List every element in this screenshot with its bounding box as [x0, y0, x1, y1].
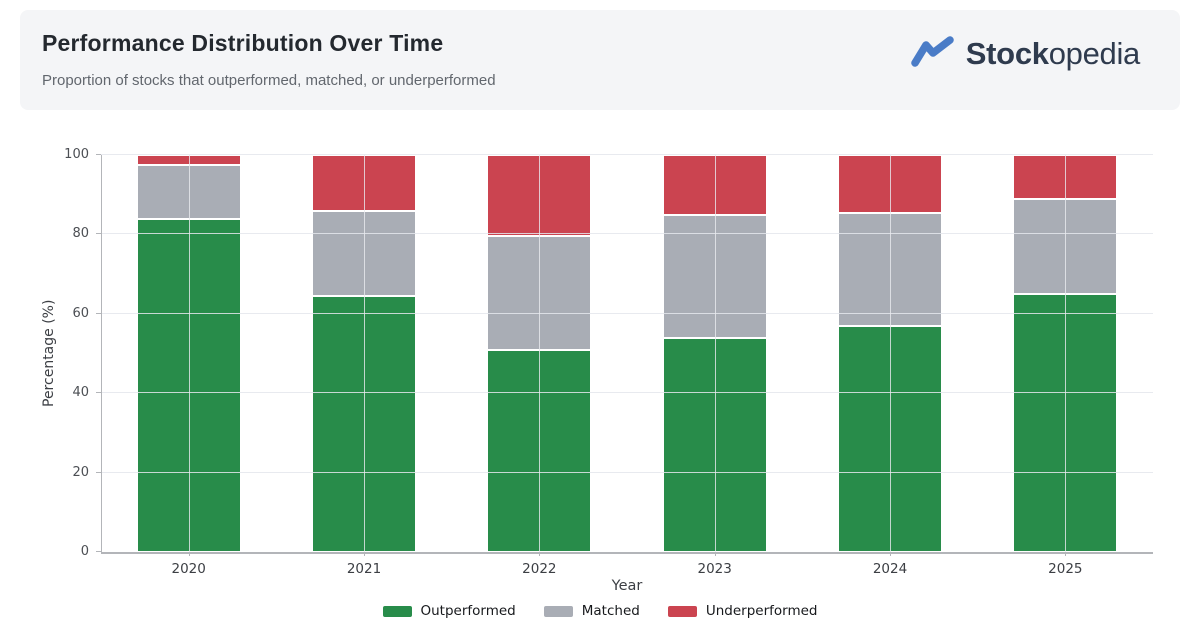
x-axis-line: [101, 552, 1153, 554]
gridline-vertical-2020: [188, 155, 190, 552]
x-tick-label-2023: 2023: [697, 561, 732, 577]
gridline-vertical-2023: [714, 155, 716, 552]
legend-item-matched: Matched: [543, 603, 640, 619]
y-tick-label-40: 40: [72, 385, 89, 401]
gridline-horizontal-80: [101, 233, 1153, 235]
y-axis-title: Percentage (%): [41, 299, 57, 408]
logo-text: Stockopedia: [965, 36, 1141, 72]
x-tick-mark-2020: [188, 552, 190, 556]
x-tick-label-2020: 2020: [171, 561, 206, 577]
trend-line-icon: [911, 36, 954, 67]
x-tick-mark-2021: [364, 552, 365, 556]
x-tick-label-2022: 2022: [522, 561, 557, 577]
legend-label-matched: Matched: [581, 603, 640, 619]
legend-item-outperformed: Outperformed: [382, 603, 516, 619]
legend-label-outperformed: Outperformed: [420, 603, 516, 619]
y-tick-mark-40: [96, 392, 101, 394]
y-tick-label-80: 80: [72, 226, 89, 242]
gridline-horizontal-60: [101, 312, 1153, 314]
gridline-horizontal-20: [101, 471, 1153, 473]
gridline-horizontal-40: [101, 392, 1153, 394]
stockopedia-logo: Stockopedia: [910, 36, 1140, 72]
gridline-vertical-2025: [1065, 155, 1067, 552]
logo-text-bold: Stock: [965, 36, 1049, 71]
x-tick-mark-2023: [714, 552, 716, 556]
x-tick-label-2025: 2025: [1048, 561, 1083, 577]
y-tick-label-0: 0: [80, 544, 89, 559]
gridline-vertical-2021: [364, 155, 365, 552]
page-subtitle: Proportion of stocks that outperformed, …: [42, 72, 496, 89]
y-tick-label-20: 20: [72, 464, 89, 480]
legend-swatch-underperformed: [667, 605, 697, 617]
legend-swatch-matched: [543, 605, 573, 617]
y-tick-label-100: 100: [64, 147, 89, 162]
gridline-vertical-2022: [539, 155, 541, 552]
page-title: Performance Distribution Over Time: [42, 30, 444, 56]
gridline-horizontal-100: [101, 154, 1153, 155]
legend-label-underperformed: Underperformed: [705, 603, 818, 619]
header-panel: Performance Distribution Over Time Propo…: [20, 10, 1180, 110]
x-tick-label-2024: 2024: [872, 561, 908, 577]
x-tick-mark-2024: [890, 552, 891, 556]
legend: Outperformed Matched Underperformed: [0, 603, 1200, 619]
x-axis-title: Year: [611, 578, 643, 594]
y-tick-mark-20: [96, 471, 101, 473]
y-tick-label-60: 60: [72, 305, 89, 321]
x-tick-mark-2022: [539, 552, 541, 556]
legend-swatch-outperformed: [382, 605, 412, 617]
x-tick-label-2021: 2021: [346, 561, 382, 577]
y-tick-mark-0: [96, 551, 101, 552]
y-axis-line: [101, 155, 102, 552]
y-tick-mark-100: [96, 154, 101, 155]
y-tick-mark-80: [96, 233, 101, 235]
x-tick-mark-2025: [1065, 552, 1067, 556]
legend-item-underperformed: Underperformed: [667, 603, 818, 619]
gridline-vertical-2024: [890, 155, 891, 552]
logo-text-light: opedia: [1048, 36, 1141, 71]
y-tick-mark-60: [96, 312, 101, 314]
plot-area: 0 20 40 60 80 100 2020 2021 2022 2023 2024 2025: [64, 147, 1153, 577]
